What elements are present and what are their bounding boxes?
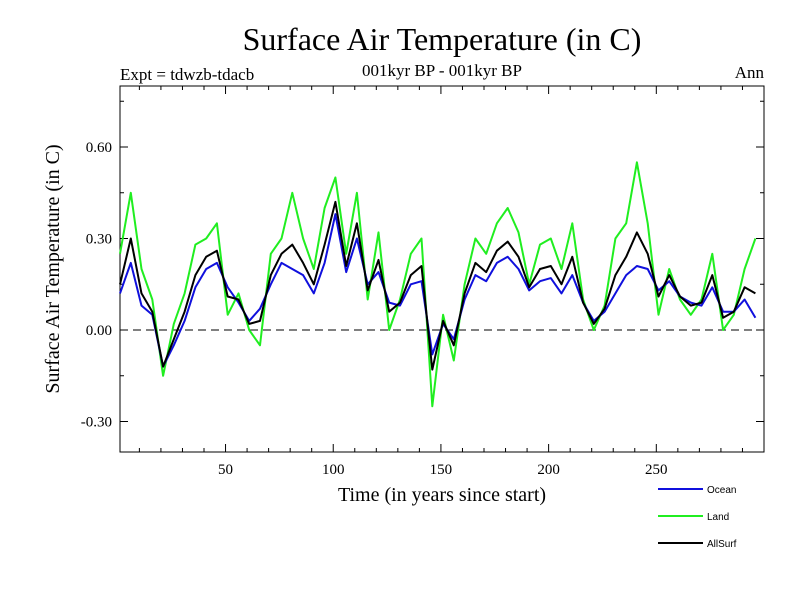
y-tick-label: 0.00 [86,323,112,339]
chart-title: Surface Air Temperature (in C) [243,21,642,57]
y-tick-label: 0.60 [86,140,112,156]
series-line-land [119,161,757,408]
chart-experiment-label: Expt = tdwzb-tdacb [120,65,254,84]
legend-label-allsurf: AllSurf [707,539,737,550]
y-axis-label: Surface Air Temperature (in C) [42,144,64,393]
legend: Ocean Land AllSurf [658,485,737,550]
x-tick-label: 150 [430,462,453,478]
x-tick-label: 100 [322,462,345,478]
legend-label-ocean: Ocean [707,485,736,496]
axis-tick-labels: 50 100 150 200 250 -0.30 0.00 0.30 0.60 [81,140,668,478]
y-tick-label: 0.30 [86,232,112,248]
chart-season-label: Ann [735,63,765,82]
series-line-allsurf [119,200,756,371]
x-tick-label: 250 [645,462,668,478]
x-tick-label: 50 [218,462,233,478]
series-line-ocean [119,213,757,368]
legend-label-land: Land [707,512,729,523]
series-lines [119,161,757,408]
chart-subtitle: 001kyr BP - 001kyr BP [362,61,522,80]
x-tick-label: 200 [537,462,560,478]
y-tick-label: -0.30 [81,415,112,431]
plot-frame [119,85,765,453]
x-axis-label: Time (in years since start) [338,484,546,506]
axis-ticks [120,86,764,452]
